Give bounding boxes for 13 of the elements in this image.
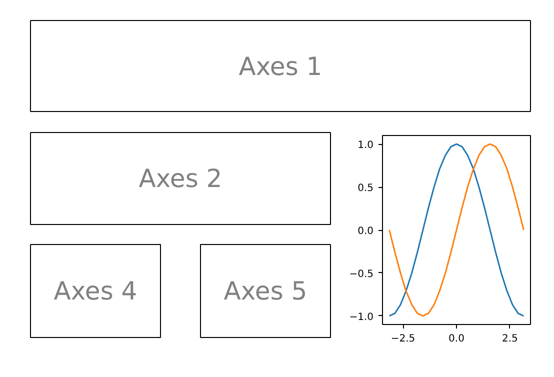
line-series: [388, 143, 524, 317]
x-tick-label: 2.5: [502, 334, 518, 344]
y-tick-label: 1.0: [358, 140, 374, 152]
text: Axes 2: [138, 164, 222, 193]
y-tick-label: −1.0: [349, 312, 374, 323]
text: Axes 1: [238, 52, 322, 81]
x-tick-label: −2.5: [390, 334, 416, 344]
text: Axes 4: [54, 276, 138, 306]
text: Axes 5: [224, 276, 308, 306]
y-tick-label: −0.5: [349, 268, 374, 280]
y-tick-label: 0.5: [358, 183, 374, 194]
y-tick-label: 0.0: [358, 226, 374, 237]
x-tick-label: 0.0: [448, 334, 464, 344]
